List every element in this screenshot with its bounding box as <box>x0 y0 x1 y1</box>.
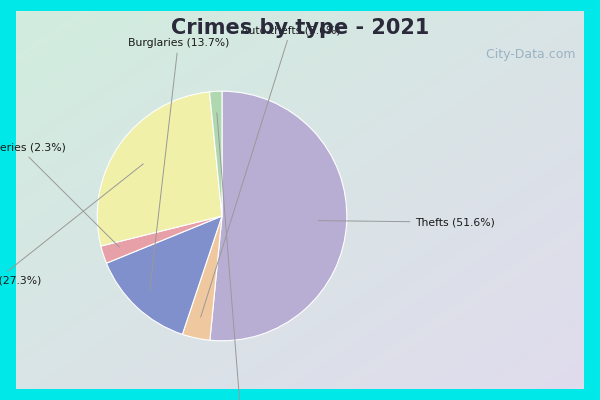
Wedge shape <box>101 216 222 263</box>
Text: Robberies (2.3%): Robberies (2.3%) <box>0 142 119 247</box>
Wedge shape <box>106 216 222 334</box>
Text: Auto thefts (3.6%): Auto thefts (3.6%) <box>200 25 340 317</box>
Text: Crimes by type - 2021: Crimes by type - 2021 <box>171 18 429 38</box>
Text: Burglaries (13.7%): Burglaries (13.7%) <box>128 38 229 291</box>
Wedge shape <box>210 91 347 341</box>
Text: Assaults (27.3%): Assaults (27.3%) <box>0 164 143 286</box>
Text: City-Data.com: City-Data.com <box>482 48 576 61</box>
Text: Thefts (51.6%): Thefts (51.6%) <box>318 217 496 227</box>
Wedge shape <box>97 92 222 246</box>
Text: Rapes (1.6%): Rapes (1.6%) <box>205 113 277 400</box>
Wedge shape <box>209 91 222 216</box>
Wedge shape <box>182 216 222 340</box>
